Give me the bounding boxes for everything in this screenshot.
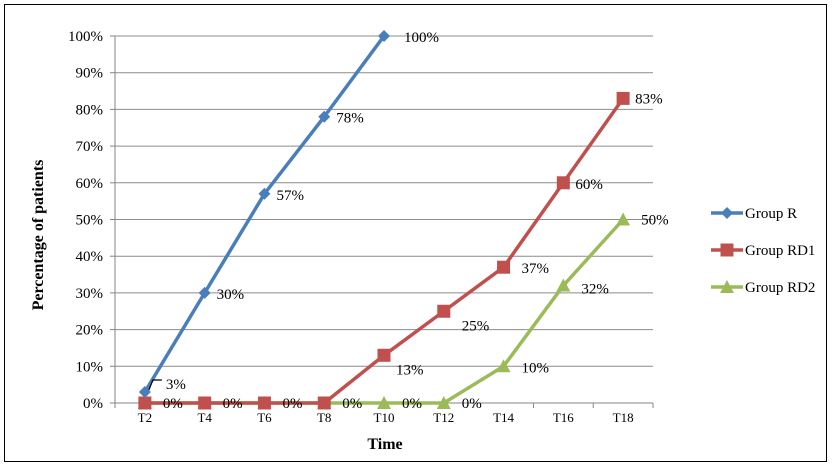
x-tick-label: T4 <box>197 410 212 425</box>
data-point <box>257 396 271 410</box>
data-label: 10% <box>522 360 550 376</box>
line-chart: 0% 10% 20% 30% 40% 50% 60% 70% 80% 90% 100% T2 T4 T6… <box>30 29 815 453</box>
data-point <box>556 176 570 190</box>
data-label: 0% <box>342 396 362 412</box>
series-group-rd2 <box>137 212 631 409</box>
data-label: 3% <box>166 377 186 393</box>
y-tick-label: 50% <box>76 213 104 229</box>
x-tick-label: T16 <box>553 410 574 425</box>
y-tick-label: 40% <box>76 249 104 265</box>
legend-marker <box>720 280 734 293</box>
data-point <box>616 91 630 105</box>
legend-marker <box>720 243 734 257</box>
series-lines <box>137 30 631 410</box>
data-point <box>198 396 212 410</box>
data-label: 0% <box>402 396 422 412</box>
data-label: 37% <box>522 261 550 277</box>
data-point <box>497 260 511 274</box>
data-point <box>496 359 511 373</box>
data-point <box>138 385 151 398</box>
legend-marker <box>721 207 733 219</box>
data-point <box>318 110 331 123</box>
x-tick-label: T14 <box>493 410 514 425</box>
y-tick-label: 70% <box>76 139 104 155</box>
data-point <box>556 278 571 292</box>
y-tick-label: 60% <box>76 176 104 192</box>
data-label: 50% <box>641 213 669 229</box>
x-tick-label: T6 <box>257 410 272 425</box>
y-tick-label: 80% <box>76 102 104 118</box>
data-label: 78% <box>336 111 364 127</box>
y-tick-label: 100% <box>68 29 103 45</box>
y-tick-label: 90% <box>76 66 104 82</box>
data-point <box>437 304 451 318</box>
x-axis-title: Time <box>367 436 402 453</box>
data-label: 13% <box>396 362 424 378</box>
legend-item: Group RD1 <box>711 243 815 259</box>
y-axis-title: Percentage of patients <box>30 160 47 311</box>
data-point <box>436 396 451 409</box>
gridlines <box>115 35 653 404</box>
y-tick-label: 30% <box>76 286 104 302</box>
data-label: 100% <box>404 30 439 46</box>
data-point <box>377 348 391 362</box>
data-label: 0% <box>462 396 482 412</box>
data-point <box>317 396 331 410</box>
x-tick-label: T12 <box>433 410 454 425</box>
series-group-rd1 <box>138 91 630 410</box>
data-label: 25% <box>462 318 490 334</box>
legend-label: Group R <box>745 206 797 222</box>
y-axis-ticks: 0% 10% 20% 30% 40% 50% 60% 70% 80% 90% 100% <box>68 29 116 412</box>
x-axis-ticks: T2 T4 T6 T8 T10 T12 T14 T16 T18 <box>114 403 654 425</box>
legend-item: Group RD2 <box>711 280 815 296</box>
data-label: 60% <box>575 177 603 193</box>
data-label: 32% <box>581 282 609 298</box>
data-point <box>138 396 152 410</box>
data-label: 57% <box>276 188 304 204</box>
data-label: 30% <box>217 287 245 303</box>
label-leader-line <box>148 379 162 391</box>
data-point <box>258 187 271 200</box>
legend-item: Group R <box>711 206 797 222</box>
legend-label: Group RD2 <box>745 280 815 296</box>
x-tick-label: T10 <box>374 410 395 425</box>
data-labels: 3% 30% 57% 78% 100% 13% 25% 37% 60% 83% 0% 0% 0% 0% 0%… <box>148 30 669 412</box>
data-label: 0% <box>282 396 302 412</box>
y-tick-label: 20% <box>76 323 104 339</box>
series-line <box>144 218 625 405</box>
data-point <box>377 396 391 409</box>
legend-label: Group RD1 <box>745 243 815 259</box>
chart-frame: 0% 10% 20% 30% 40% 50% 60% 70% 80% 90% 100% T2 T4 T6… <box>4 4 827 462</box>
series-line <box>143 34 386 393</box>
y-tick-label: 0% <box>83 396 103 412</box>
series-group-r <box>138 30 390 398</box>
data-label: 0% <box>223 396 243 412</box>
data-point <box>616 212 631 226</box>
data-point <box>198 286 211 299</box>
y-tick-label: 10% <box>76 359 104 375</box>
data-label: 83% <box>635 91 663 107</box>
x-tick-label: T8 <box>317 410 331 425</box>
legend: Group R Group RD1 Group RD2 <box>711 206 815 296</box>
data-label: 0% <box>163 396 183 412</box>
x-tick-label: T2 <box>138 410 152 425</box>
x-tick-label: T18 <box>613 410 634 425</box>
data-point <box>378 30 390 42</box>
